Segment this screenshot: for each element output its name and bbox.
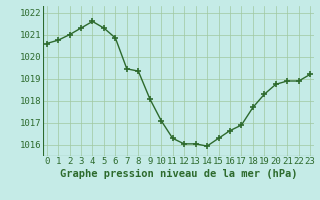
X-axis label: Graphe pression niveau de la mer (hPa): Graphe pression niveau de la mer (hPa) [60, 169, 297, 179]
